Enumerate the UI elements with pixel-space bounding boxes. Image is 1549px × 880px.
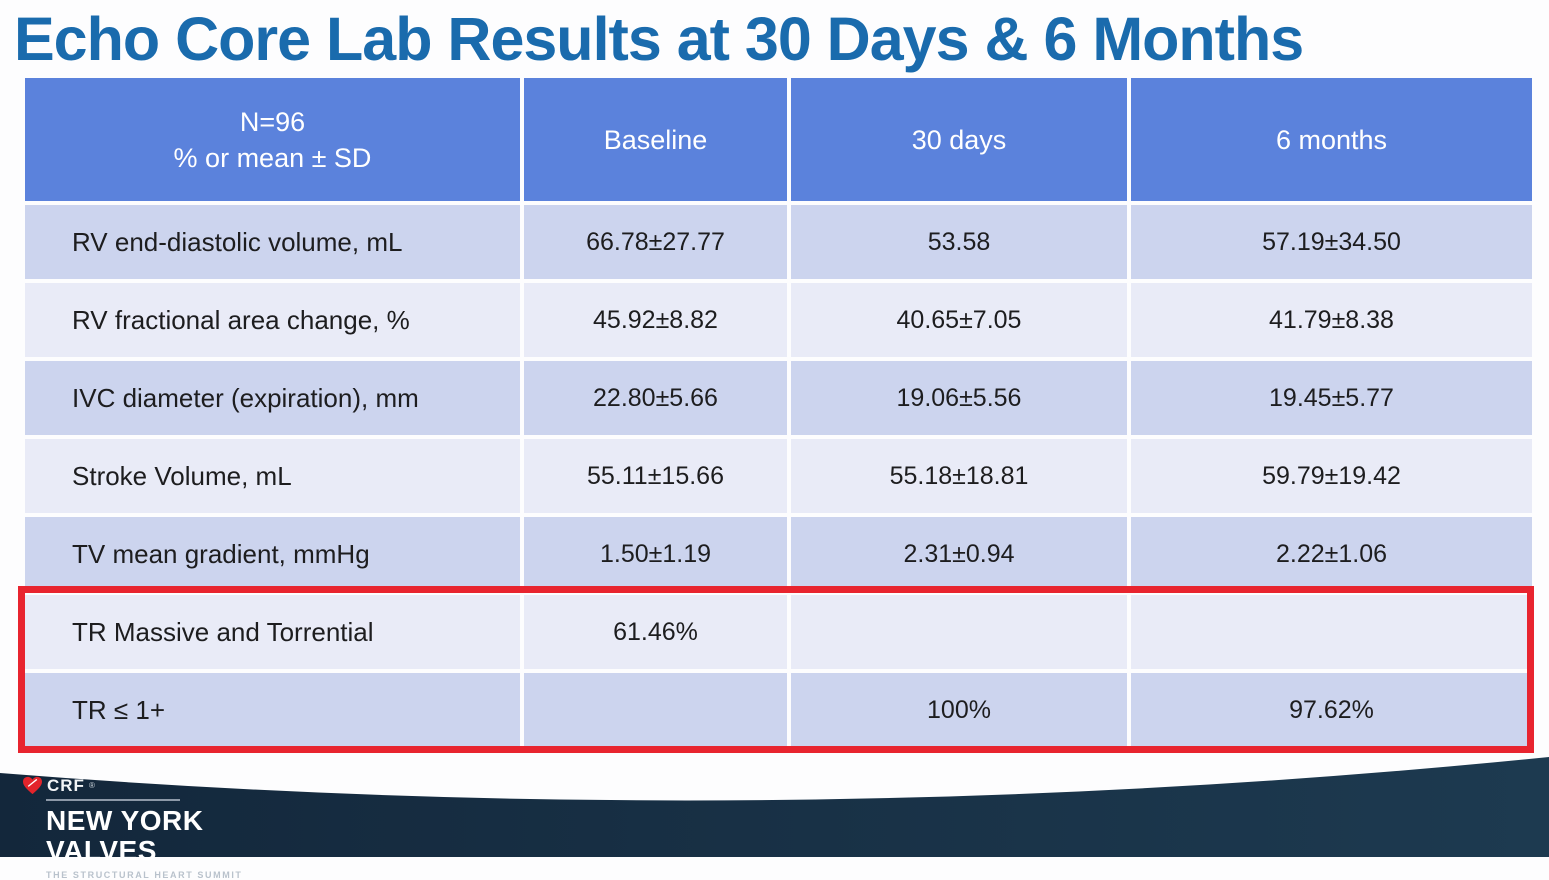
row-label-tr-le1: TR ≤ 1+ [25,673,520,747]
table-header-population: N=96 % or mean ± SD [25,78,520,201]
row-label-tv-gradient: TV mean gradient, mmHg [25,517,520,591]
cell-tv-gradient-30days: 2.31±0.94 [791,517,1127,591]
crf-label: CRF [47,776,85,795]
cell-rv-fac-30days: 40.65±7.05 [791,283,1127,357]
table-header-30days: 30 days [791,78,1127,201]
n-count-label: N=96 [239,106,306,137]
cell-tv-gradient-6months: 2.22±1.06 [1131,517,1532,591]
cell-tr-massive-6months [1131,595,1532,669]
cell-stroke-volume-30days: 55.18±18.81 [791,439,1127,513]
cell-stroke-volume-baseline: 55.11±15.66 [524,439,787,513]
cell-tr-le1-6months: 97.62% [1131,673,1532,747]
cell-tr-massive-30days [791,595,1127,669]
table-header-6months: 6 months [1131,78,1532,201]
cell-ivc-6months: 19.45±5.77 [1131,361,1532,435]
cell-tr-massive-baseline: 61.46% [524,595,787,669]
page-title: Echo Core Lab Results at 30 Days & 6 Mon… [14,5,1304,73]
registered-mark: ® [88,780,95,790]
cell-tr-le1-30days: 100% [791,673,1127,747]
cell-rv-edv-30days: 53.58 [791,205,1127,279]
cell-rv-edv-baseline: 66.78±27.77 [524,205,787,279]
row-label-ivc: IVC diameter (expiration), mm [25,361,520,435]
row-label-rv-edv: RV end-diastolic volume, mL [25,205,520,279]
cell-stroke-volume-6months: 59.79±19.42 [1131,439,1532,513]
unit-label: % or mean ± SD [173,142,372,173]
table-header-baseline: Baseline [524,78,787,201]
crf-heart-icon [23,776,42,795]
cell-tv-gradient-baseline: 1.50±1.19 [524,517,787,591]
footer-wave-shape [0,757,1549,857]
logo-valves: VALVES [46,835,157,866]
conference-logo: CRF ® NEW YORK VALVES THE STRUCTURAL HEA… [22,776,243,880]
cell-rv-fac-baseline: 45.92±8.82 [524,283,787,357]
cell-tr-le1-baseline [524,673,787,747]
cell-rv-edv-6months: 57.19±34.50 [1131,205,1532,279]
logo-new-york: NEW YORK [46,805,204,836]
logo-divider [46,799,180,801]
row-label-stroke-volume: Stroke Volume, mL [25,439,520,513]
logo-tagline: THE STRUCTURAL HEART SUMMIT [46,870,243,880]
row-label-tr-massive: TR Massive and Torrential [25,595,520,669]
echo-results-table: N=96 % or mean ± SD Baseline 30 days 6 m… [25,78,1532,747]
cell-ivc-30days: 19.06±5.56 [791,361,1127,435]
row-label-rv-fac: RV fractional area change, % [25,283,520,357]
cell-rv-fac-6months: 41.79±8.38 [1131,283,1532,357]
cell-ivc-baseline: 22.80±5.66 [524,361,787,435]
